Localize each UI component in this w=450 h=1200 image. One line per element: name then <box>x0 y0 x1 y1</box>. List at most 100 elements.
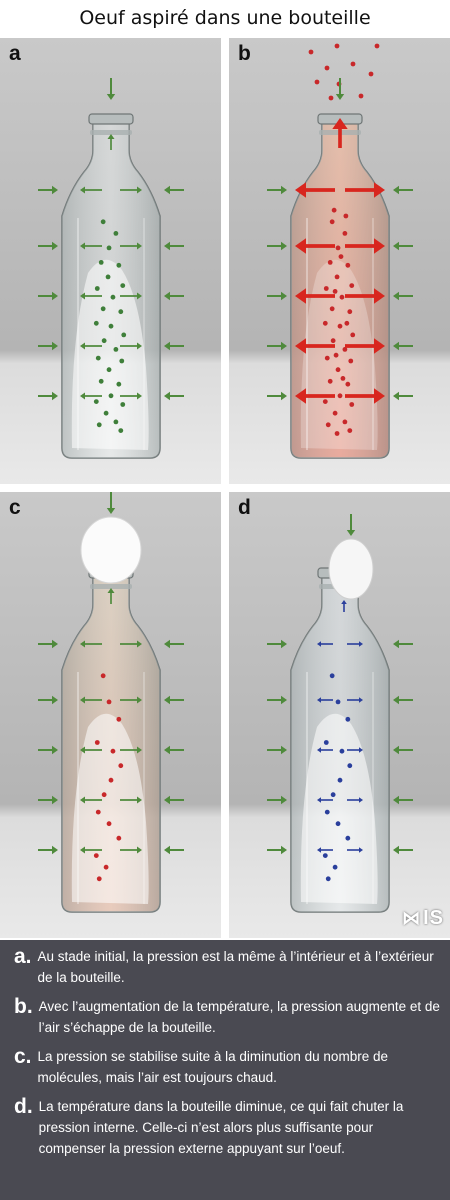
molecule-dot <box>96 422 102 428</box>
molecule-dot <box>335 699 341 705</box>
inside-pressure-arrow <box>332 118 348 148</box>
molecule-dot <box>94 286 100 291</box>
inside-pressure-arrow <box>295 288 335 304</box>
outside-pressure-arrow <box>164 291 184 301</box>
molecule-dot <box>106 367 112 373</box>
outside-pressure-arrow <box>38 391 58 401</box>
molecule-dot <box>121 332 127 338</box>
inside-pressure-arrow <box>120 796 142 804</box>
paper-inside <box>71 259 149 450</box>
molecule-dot <box>94 740 100 745</box>
inside-pressure-arrow <box>80 342 102 350</box>
paper-inside <box>71 713 149 904</box>
molecule-dot <box>108 777 114 783</box>
molecule-dot <box>327 260 333 265</box>
molecule-dot <box>335 245 341 251</box>
legend-item-c: c. La pression se stabilise suite à la d… <box>14 1046 440 1088</box>
molecule-dot <box>323 286 329 291</box>
molecule-dot <box>345 835 351 841</box>
legend-box: a. Au stade initial, la pression est la … <box>0 940 450 1200</box>
inside-pressure-arrow <box>120 846 142 854</box>
molecule-dot <box>93 399 99 404</box>
outside-pressure-arrow <box>393 745 413 755</box>
inside-pressure-arrow <box>295 182 335 198</box>
bottle-rim-ring <box>90 130 132 135</box>
outside-pressure-arrow <box>164 241 184 251</box>
outside-pressure-arrow <box>267 241 287 251</box>
molecule-dot <box>103 410 109 416</box>
molecule-dot <box>339 294 345 300</box>
molecule-dot <box>329 219 335 225</box>
legend-letter-b: b. <box>14 995 33 1018</box>
molecule-dot <box>335 367 341 373</box>
outside-pressure-arrow <box>164 845 184 855</box>
inside-pressure-arrow <box>317 747 333 753</box>
inside-pressure-arrow <box>80 292 102 300</box>
molecule-dot <box>329 306 335 312</box>
outside-pressure-arrow <box>393 291 413 301</box>
panel-c: c <box>0 492 221 938</box>
panel-d: d ⋈ IS <box>229 492 450 938</box>
outside-pressure-arrow <box>267 639 287 649</box>
molecule-dot <box>103 864 109 870</box>
molecule-dot <box>332 289 338 294</box>
molecule-dot <box>349 283 355 288</box>
molecule-dot <box>327 378 333 384</box>
outside-pressure-arrow <box>393 795 413 805</box>
escaping-molecule-dot <box>324 65 330 71</box>
inside-pressure-arrow <box>347 847 363 853</box>
molecule-dot <box>101 338 107 344</box>
molecule-dot <box>337 323 343 329</box>
molecule-dot <box>337 393 343 399</box>
inside-pressure-arrow <box>120 746 142 754</box>
inside-pressure-arrow <box>317 797 333 803</box>
outside-pressure-arrow <box>164 695 184 705</box>
molecule-dot <box>337 777 343 783</box>
molecule-dot <box>120 402 126 407</box>
outside-pressure-arrow <box>267 695 287 705</box>
molecule-dot <box>338 254 344 259</box>
outside-pressure-arrow <box>38 185 58 195</box>
outside-pressure-arrow <box>38 241 58 251</box>
molecule-dot <box>345 262 351 268</box>
molecule-dot <box>347 763 353 769</box>
molecule-dot <box>345 381 351 387</box>
molecule-dot <box>324 355 330 361</box>
molecule-dot <box>345 716 351 722</box>
brand-logo: ⋈ IS <box>402 907 444 930</box>
outside-pressure-arrow <box>267 845 287 855</box>
inside-pressure-arrow <box>120 392 142 400</box>
outside-pressure-arrow <box>335 78 345 100</box>
molecule-dot <box>120 283 126 288</box>
molecule-dot <box>106 245 112 251</box>
molecule-dot <box>101 792 107 798</box>
outside-pressure-arrow <box>267 391 287 401</box>
molecule-dot <box>332 864 338 870</box>
panel-a: a <box>0 38 221 484</box>
legend-text-b: Avec l’augmentation de la température, l… <box>38 999 440 1035</box>
molecule-dot <box>96 876 102 882</box>
outside-pressure-arrow <box>267 341 287 351</box>
outside-pressure-arrow <box>393 845 413 855</box>
inside-pressure-arrow <box>345 238 385 254</box>
molecule-dot <box>116 262 122 268</box>
outside-pressure-arrow <box>267 795 287 805</box>
escaping-molecule-dot <box>368 71 374 77</box>
panel-c-label: c <box>9 496 21 519</box>
inside-pressure-arrow <box>120 640 142 648</box>
inside-pressure-arrow <box>80 186 102 194</box>
outside-pressure-arrow <box>38 695 58 705</box>
legend-letter-c: c. <box>14 1045 32 1068</box>
inside-pressure-arrow <box>80 746 102 754</box>
inside-pressure-arrow <box>80 242 102 250</box>
outside-pressure-arrow <box>164 185 184 195</box>
outside-pressure-arrow <box>106 78 116 100</box>
molecule-dot <box>347 428 353 433</box>
outside-pressure-arrow <box>393 639 413 649</box>
molecule-dot <box>106 821 112 827</box>
molecule-dot <box>325 876 331 882</box>
escaping-molecule-dot <box>308 49 314 55</box>
outside-pressure-arrow <box>393 695 413 705</box>
outside-pressure-arrow <box>393 391 413 401</box>
molecule-dot <box>324 809 330 815</box>
